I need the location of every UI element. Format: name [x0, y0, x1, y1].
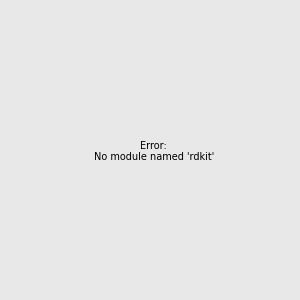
Text: Error:
No module named 'rdkit': Error: No module named 'rdkit'	[94, 141, 214, 162]
